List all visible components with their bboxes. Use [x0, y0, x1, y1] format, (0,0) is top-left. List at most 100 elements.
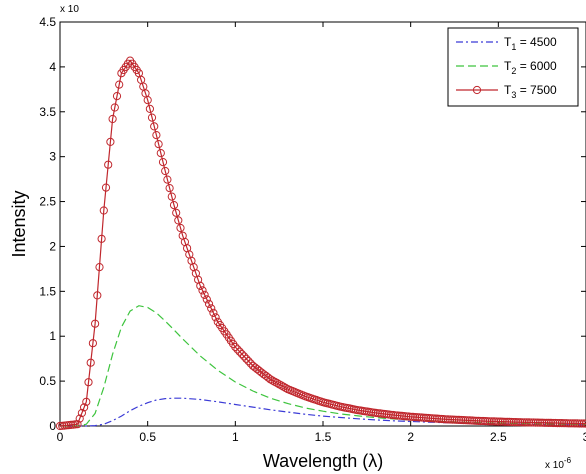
data-point	[75, 414, 84, 423]
y-tick-label: 4	[49, 60, 56, 74]
data-point	[529, 418, 538, 427]
data-point	[581, 419, 586, 428]
x-tick-label: 0	[57, 430, 64, 444]
legend: T1 = 4500 T2 = 6000 T3 = 7500	[447, 27, 579, 107]
data-point	[487, 417, 496, 426]
legend-entry-label: T1 = 4500	[504, 35, 557, 52]
data-point	[207, 304, 216, 313]
data-point	[457, 415, 466, 425]
data-point	[454, 415, 463, 424]
data-point	[500, 417, 509, 426]
data-point	[560, 419, 569, 428]
x-axis-exponent: x 10-6	[545, 456, 572, 471]
data-point	[472, 416, 481, 425]
data-point	[452, 415, 461, 424]
data-point	[481, 417, 490, 426]
data-point	[503, 417, 512, 426]
y-tick-label: 3	[49, 150, 56, 164]
data-point	[275, 380, 284, 389]
data-point	[145, 104, 154, 114]
data-point	[498, 417, 507, 426]
data-point	[562, 419, 571, 428]
data-point	[579, 419, 586, 428]
data-point	[143, 96, 152, 105]
data-point	[538, 418, 547, 427]
data-point	[279, 382, 288, 391]
data-point	[448, 415, 457, 424]
data-point	[415, 413, 424, 422]
y-tick-label: 0	[49, 419, 56, 433]
x-axis-label: Wavelength (λ)	[263, 451, 383, 471]
y-tick-label: 4.5	[39, 15, 56, 29]
data-point	[108, 114, 117, 124]
data-point	[441, 415, 450, 424]
data-point	[406, 412, 415, 421]
data-point	[231, 342, 240, 352]
x-tick-label: 2	[407, 430, 414, 444]
series-1	[60, 397, 586, 427]
data-point	[209, 308, 218, 317]
data-point	[84, 378, 93, 387]
data-point	[93, 291, 102, 300]
x-exponent-power: -6	[564, 456, 572, 465]
data-point	[540, 418, 549, 427]
y-tick-label: 1.5	[39, 284, 56, 298]
data-point	[566, 419, 575, 428]
data-point	[169, 201, 179, 210]
data-point	[570, 419, 580, 428]
data-point	[235, 347, 244, 356]
data-point	[507, 417, 516, 427]
x-exponent-base: x 10	[545, 460, 564, 471]
data-point	[172, 208, 181, 217]
data-point	[167, 192, 176, 201]
data-point	[91, 319, 100, 328]
data-point	[99, 206, 108, 215]
data-point	[474, 416, 483, 425]
data-point	[492, 417, 501, 426]
data-point	[97, 234, 106, 243]
y-tick-label: 2	[49, 239, 56, 253]
series-line	[60, 397, 586, 427]
data-point	[211, 313, 220, 322]
data-point	[244, 357, 253, 366]
data-point	[112, 92, 122, 101]
data-point	[266, 375, 275, 384]
data-point	[535, 418, 545, 427]
data-point	[551, 418, 560, 428]
data-point	[73, 420, 82, 429]
data-point	[421, 413, 431, 422]
legend-swatch-marker	[472, 85, 482, 95]
data-point	[485, 417, 494, 426]
data-point	[150, 122, 159, 131]
data-point	[461, 416, 470, 425]
legend-box	[447, 27, 579, 107]
data-point	[161, 166, 170, 176]
legend-entry-label: T2 = 6000	[504, 59, 557, 76]
data-point	[443, 415, 452, 424]
y-axis-label: Intensity	[9, 190, 29, 257]
data-point	[496, 417, 505, 426]
data-point	[152, 131, 161, 140]
data-point	[557, 419, 567, 428]
y-tick-label: 3.5	[39, 105, 56, 119]
series-3	[55, 56, 586, 431]
data-point	[200, 290, 209, 299]
data-point	[198, 286, 207, 295]
data-point	[163, 175, 172, 184]
data-point	[546, 418, 556, 427]
data-point	[531, 418, 540, 427]
data-point	[553, 419, 562, 428]
data-point	[101, 183, 111, 192]
x-axis-ticks: 0 0.5 1 1.5 2 2.5 3	[57, 22, 586, 444]
y-axis-exponent: x 10	[60, 4, 79, 15]
data-point	[476, 416, 485, 426]
data-point	[174, 216, 183, 225]
data-point	[82, 397, 91, 406]
data-point	[514, 418, 523, 427]
data-point	[202, 295, 211, 304]
data-point	[505, 417, 514, 426]
legend-entry-label: T3 = 7500	[504, 83, 557, 100]
data-point	[478, 416, 488, 426]
x-tick-label: 1.5	[315, 430, 332, 444]
